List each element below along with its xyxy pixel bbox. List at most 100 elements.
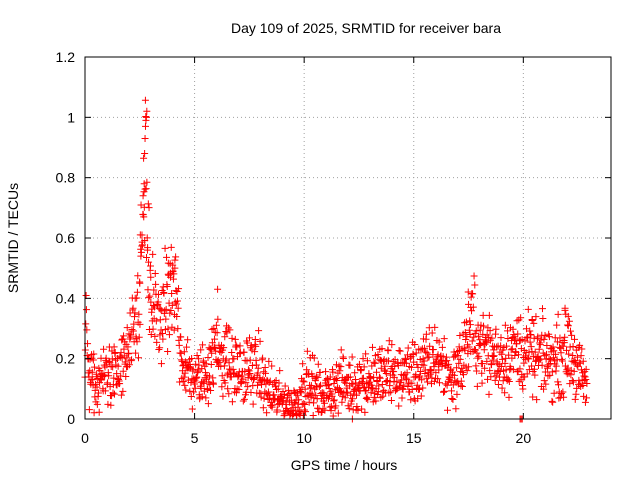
data-point [467,293,475,301]
data-point [182,386,190,394]
data-point [143,107,151,115]
data-point [449,395,457,403]
data-point [472,327,480,335]
data-point [425,353,433,361]
data-point [371,389,379,397]
data-point [361,408,369,416]
data-point [460,371,468,379]
data-point [159,335,167,343]
data-point [431,323,439,331]
data-point [106,358,114,366]
data-point [338,398,346,406]
data-point [487,373,495,381]
x-tick-label: 20 [516,430,532,446]
data-point [83,326,91,334]
data-point [486,367,494,375]
data-point [427,367,435,375]
data-point [142,113,150,121]
data-point [124,343,132,351]
data-point [260,368,268,376]
data-point [354,406,362,414]
data-point [573,353,581,361]
data-point [505,351,513,359]
data-point [167,306,175,314]
data-point [504,334,512,342]
data-point [177,333,185,341]
data-point [488,334,496,342]
data-point [242,379,250,387]
data-point [240,348,248,356]
data-point [236,350,244,358]
data-point [246,369,254,377]
data-point [544,361,552,369]
data-point [309,411,317,419]
data-point [155,291,163,299]
data-point [185,364,193,372]
data-point [396,347,404,355]
data-point [252,342,260,350]
data-point [582,376,590,384]
data-point [199,341,207,349]
data-point [528,315,536,323]
data-point [193,373,201,381]
data-point [564,322,572,330]
data-point [569,351,577,359]
data-point [229,370,237,378]
data-point [221,379,229,387]
data-point [561,333,569,341]
data-point [501,321,509,329]
data-point [557,349,565,357]
data-point [474,354,482,362]
data-point [423,349,431,357]
data-point [367,375,375,383]
data-point [549,398,557,406]
data-point [402,374,410,382]
data-point [573,384,581,392]
data-point [465,363,473,371]
data-point [564,312,572,320]
data-point [535,345,543,353]
data-point [464,288,472,296]
data-point [316,381,324,389]
data-point [181,369,189,377]
data-point [417,392,425,400]
data-point [149,250,157,258]
data-point [151,332,159,340]
data-point [395,402,403,410]
data-point [569,378,577,386]
axis-ticks: 0 5 10 15 20 0 0.2 0.4 0.6 0.8 1 1.2 [56,49,611,446]
data-point [502,354,510,362]
data-point [555,381,563,389]
data-point [209,380,217,388]
data-point [565,317,573,325]
data-point [168,289,176,297]
data-point [240,395,248,403]
data-point [496,367,504,375]
data-point [93,383,101,391]
data-point [310,354,318,362]
data-point [254,364,262,372]
data-point [139,192,147,200]
data-point [387,396,395,404]
data-point [511,335,519,343]
data-point [568,357,576,365]
data-point [122,372,130,380]
data-point [167,243,175,251]
data-point [235,386,243,394]
data-point [457,377,465,385]
data-point [538,361,546,369]
data-point [385,389,393,397]
data-point [181,381,189,389]
data-point [480,322,488,330]
data-point [476,326,484,334]
data-point [418,376,426,384]
data-point [164,325,172,333]
data-point [398,376,406,384]
data-point [317,408,325,416]
data-point [497,334,505,342]
data-point [88,368,96,376]
data-point [382,370,390,378]
data-point [100,345,108,353]
data-point [365,370,373,378]
data-point [142,185,150,193]
